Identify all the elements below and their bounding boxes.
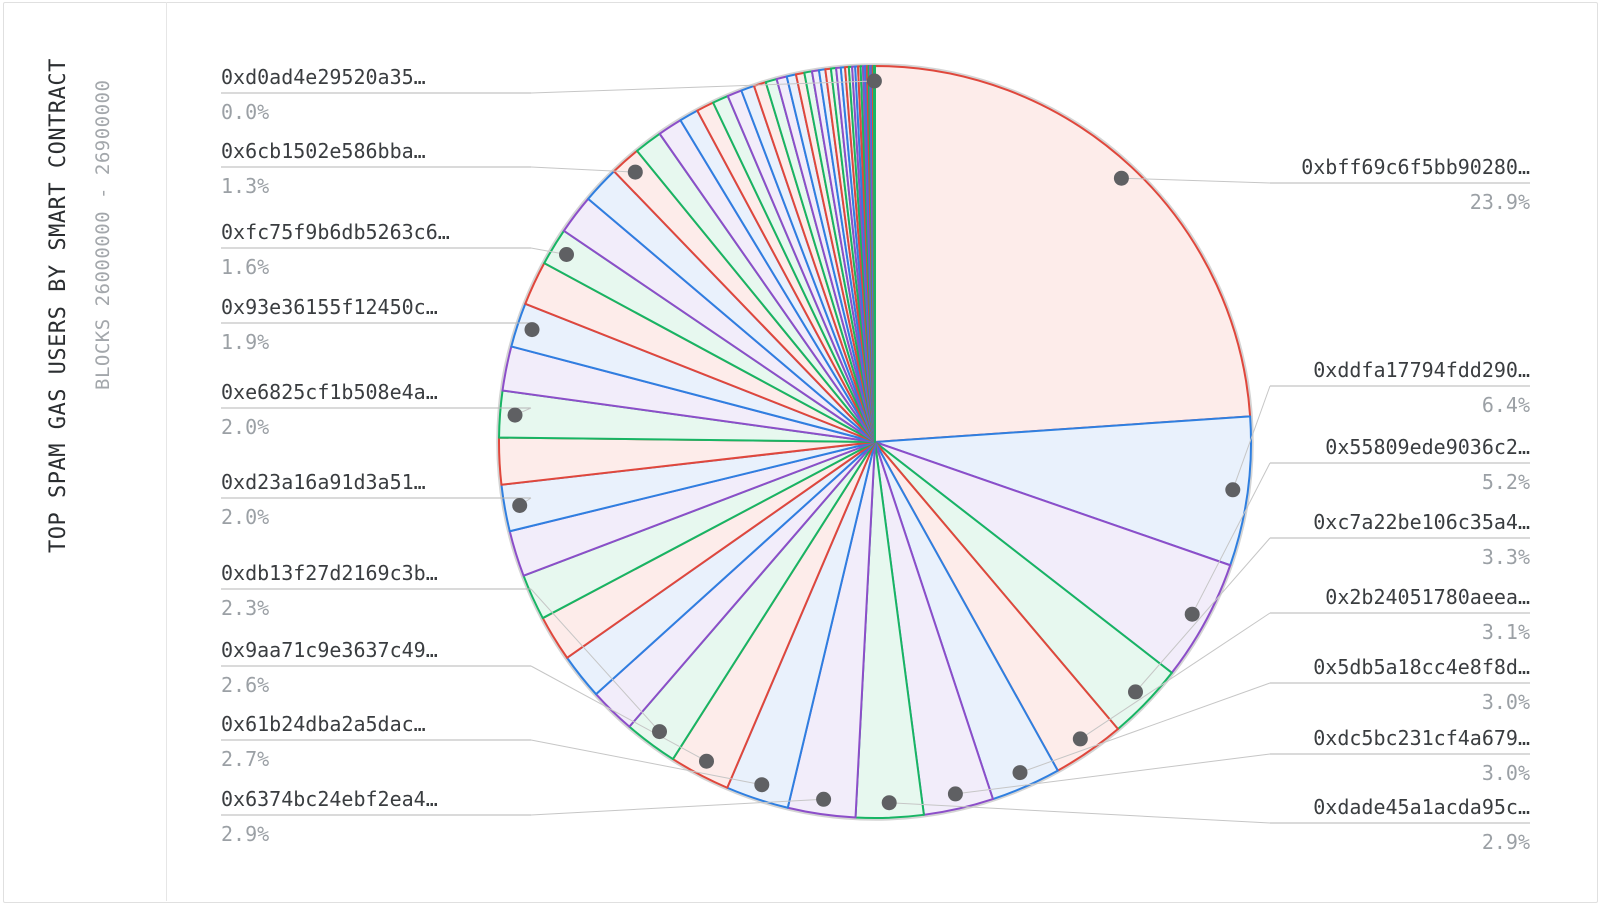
slice-dot (1184, 606, 1200, 622)
slice-dot (1072, 731, 1088, 747)
slice-address-label: 0xc7a22be106c35a4… (1313, 510, 1530, 534)
leader-line (1232, 385, 1271, 490)
slice-dot (754, 777, 770, 793)
leader-line (955, 753, 1271, 795)
slice-address-label: 0x6374bc24ebf2ea4… (221, 787, 438, 811)
slice-address-label: 0xdb13f27d2169c3b… (221, 561, 438, 585)
slice-address-label: 0xd0ad4e29520a35… (221, 65, 426, 89)
slice-pct-label: 2.0% (221, 415, 269, 439)
slice-dot (512, 498, 528, 513)
leader-line (530, 166, 636, 173)
slice-dot (627, 164, 643, 180)
leader-line (530, 665, 707, 762)
pie-slice[interactable] (874, 415, 1252, 567)
slice-pct-label: 2.0% (221, 505, 269, 529)
slice-pct-label: 2.9% (221, 822, 269, 846)
pie-slice[interactable] (872, 64, 876, 443)
slice-address-label: 0x9aa71c9e3637c49… (221, 638, 438, 662)
leader-line (530, 798, 824, 816)
slice-address-label: 0x6cb1502e586bba… (221, 139, 426, 163)
slice-dot (507, 407, 523, 423)
slice-address-label: 0xddfa17794fdd290… (1313, 358, 1530, 382)
slice-address-label: 0xfc75f9b6db5263c6… (221, 220, 450, 244)
leader-line (1121, 177, 1271, 184)
slice-dot (1128, 684, 1143, 700)
slice-address-label: 0xdc5bc231cf4a679… (1313, 726, 1530, 750)
slice-dot (699, 753, 714, 769)
slice-pct-label: 1.3% (221, 174, 269, 198)
slice-address-label: 0x93e36155f12450c… (221, 295, 438, 319)
slice-dot (559, 247, 574, 262)
slice-pct-label: 1.6% (221, 255, 269, 279)
slice-dot (524, 322, 540, 338)
leader-line (530, 80, 875, 94)
leader-line (1191, 462, 1271, 615)
slice-address-label: 0xdade45a1acda95c… (1313, 795, 1530, 819)
title-divider (166, 2, 167, 901)
leader-line (1135, 537, 1271, 693)
slice-pct-label: 2.7% (221, 747, 269, 771)
leader-line (1080, 612, 1271, 740)
slice-dot (947, 786, 963, 802)
slice-pct-label: 23.9% (1470, 190, 1530, 214)
leader-line (530, 588, 660, 732)
slice-dot (816, 791, 832, 807)
slice-pct-label: 3.1% (1482, 620, 1530, 644)
pie-slice[interactable] (874, 65, 1252, 443)
slice-pct-label: 3.0% (1482, 761, 1530, 785)
leader-line (1019, 682, 1271, 774)
leader-line (889, 802, 1271, 824)
leader-line (530, 739, 762, 786)
slice-dot (652, 724, 667, 740)
slice-dot (1225, 482, 1241, 498)
slice-pct-label: 2.9% (1482, 830, 1530, 854)
slice-address-label: 0x55809ede9036c2… (1325, 435, 1530, 459)
slice-address-label: 0xe6825cf1b508e4a… (221, 380, 438, 404)
slice-pct-label: 6.4% (1482, 393, 1530, 417)
slice-dot (866, 73, 882, 89)
slice-dot (1113, 170, 1129, 186)
slice-address-label: 0x61b24dba2a5dac… (221, 712, 426, 736)
slice-pct-label: 0.0% (221, 100, 269, 124)
slice-pct-label: 2.6% (221, 673, 269, 697)
slice-pct-label: 3.0% (1482, 690, 1530, 714)
slice-pct-label: 1.9% (221, 330, 269, 354)
slice-address-label: 0x2b24051780aeea… (1325, 585, 1530, 609)
slice-address-label: 0xd23a16a91d3a51… (221, 470, 426, 494)
slice-dot (881, 795, 897, 811)
slice-address-label: 0xbff69c6f5bb90280… (1301, 155, 1530, 179)
slice-pct-label: 5.2% (1482, 470, 1530, 494)
slice-address-label: 0x5db5a18cc4e8f8d… (1313, 655, 1530, 679)
slice-pct-label: 3.3% (1482, 545, 1530, 569)
slice-pct-label: 2.3% (221, 596, 269, 620)
slice-dot (1012, 765, 1028, 781)
